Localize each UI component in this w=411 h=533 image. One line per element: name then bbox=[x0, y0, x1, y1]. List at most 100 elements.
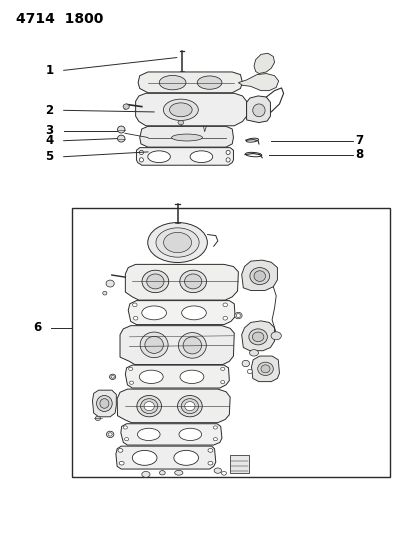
Ellipse shape bbox=[258, 362, 273, 376]
Polygon shape bbox=[238, 74, 279, 91]
Ellipse shape bbox=[133, 316, 138, 320]
Ellipse shape bbox=[214, 468, 222, 473]
Ellipse shape bbox=[147, 274, 164, 289]
Ellipse shape bbox=[236, 313, 240, 317]
Ellipse shape bbox=[235, 312, 242, 319]
Ellipse shape bbox=[142, 270, 169, 293]
Polygon shape bbox=[116, 446, 216, 469]
Ellipse shape bbox=[132, 450, 157, 465]
Ellipse shape bbox=[271, 332, 281, 340]
Ellipse shape bbox=[261, 365, 270, 373]
Ellipse shape bbox=[164, 99, 198, 120]
Ellipse shape bbox=[247, 369, 252, 374]
Ellipse shape bbox=[223, 303, 228, 307]
Ellipse shape bbox=[97, 395, 112, 411]
Ellipse shape bbox=[125, 438, 129, 441]
Ellipse shape bbox=[254, 271, 266, 281]
Ellipse shape bbox=[106, 431, 114, 438]
Ellipse shape bbox=[132, 303, 137, 307]
Ellipse shape bbox=[145, 336, 164, 353]
Text: 1: 1 bbox=[45, 64, 53, 77]
Polygon shape bbox=[117, 389, 230, 423]
Text: 5: 5 bbox=[45, 150, 53, 163]
Polygon shape bbox=[136, 148, 233, 165]
Ellipse shape bbox=[119, 461, 124, 465]
Ellipse shape bbox=[100, 399, 109, 408]
Polygon shape bbox=[242, 260, 277, 290]
Ellipse shape bbox=[106, 280, 114, 287]
Ellipse shape bbox=[140, 332, 168, 358]
Polygon shape bbox=[136, 93, 247, 126]
Ellipse shape bbox=[213, 438, 217, 441]
Text: 8: 8 bbox=[356, 148, 364, 161]
Polygon shape bbox=[128, 301, 235, 325]
Ellipse shape bbox=[183, 337, 202, 354]
Polygon shape bbox=[242, 321, 275, 351]
Ellipse shape bbox=[185, 402, 195, 410]
Ellipse shape bbox=[109, 374, 116, 379]
Ellipse shape bbox=[179, 429, 202, 440]
Ellipse shape bbox=[148, 151, 170, 163]
Ellipse shape bbox=[156, 228, 199, 257]
Ellipse shape bbox=[139, 158, 143, 162]
Text: 2: 2 bbox=[45, 104, 53, 117]
Ellipse shape bbox=[252, 332, 264, 342]
Polygon shape bbox=[121, 424, 222, 445]
Ellipse shape bbox=[142, 306, 166, 320]
Ellipse shape bbox=[95, 416, 100, 421]
Ellipse shape bbox=[164, 232, 192, 253]
Ellipse shape bbox=[226, 150, 230, 155]
Polygon shape bbox=[92, 390, 116, 417]
Ellipse shape bbox=[174, 450, 199, 465]
Ellipse shape bbox=[223, 316, 228, 320]
Polygon shape bbox=[254, 53, 275, 74]
Ellipse shape bbox=[250, 268, 270, 285]
Ellipse shape bbox=[144, 402, 154, 410]
Ellipse shape bbox=[182, 306, 206, 320]
Ellipse shape bbox=[197, 76, 222, 90]
Ellipse shape bbox=[123, 104, 129, 109]
Ellipse shape bbox=[137, 429, 160, 440]
Polygon shape bbox=[140, 126, 233, 147]
Ellipse shape bbox=[221, 367, 225, 370]
Ellipse shape bbox=[208, 449, 213, 452]
Ellipse shape bbox=[141, 399, 158, 414]
Polygon shape bbox=[120, 326, 234, 365]
Ellipse shape bbox=[178, 120, 184, 125]
Ellipse shape bbox=[142, 471, 150, 478]
Ellipse shape bbox=[129, 367, 133, 370]
Ellipse shape bbox=[178, 333, 206, 358]
Ellipse shape bbox=[222, 472, 226, 475]
Ellipse shape bbox=[159, 471, 165, 475]
Ellipse shape bbox=[139, 150, 143, 155]
Text: 4: 4 bbox=[45, 134, 53, 147]
Ellipse shape bbox=[123, 426, 127, 429]
Polygon shape bbox=[125, 365, 229, 388]
Ellipse shape bbox=[171, 134, 202, 141]
Polygon shape bbox=[252, 356, 279, 382]
Ellipse shape bbox=[129, 381, 134, 384]
Ellipse shape bbox=[226, 158, 230, 162]
Ellipse shape bbox=[139, 370, 163, 384]
Ellipse shape bbox=[103, 291, 107, 295]
Polygon shape bbox=[247, 96, 270, 123]
Ellipse shape bbox=[137, 395, 162, 417]
Ellipse shape bbox=[108, 433, 112, 436]
Ellipse shape bbox=[111, 375, 114, 378]
Ellipse shape bbox=[190, 151, 213, 163]
Text: 7: 7 bbox=[356, 134, 364, 147]
Ellipse shape bbox=[208, 461, 213, 465]
Bar bbox=[72, 208, 390, 477]
Ellipse shape bbox=[118, 135, 125, 142]
Ellipse shape bbox=[118, 449, 123, 452]
Text: 6: 6 bbox=[33, 321, 41, 334]
Ellipse shape bbox=[169, 103, 192, 117]
Polygon shape bbox=[138, 72, 242, 93]
Ellipse shape bbox=[148, 223, 208, 263]
Text: 4714  1800: 4714 1800 bbox=[16, 12, 104, 26]
Text: 3: 3 bbox=[45, 124, 53, 137]
Ellipse shape bbox=[118, 126, 125, 133]
Ellipse shape bbox=[159, 76, 186, 90]
Ellipse shape bbox=[180, 370, 204, 384]
Ellipse shape bbox=[253, 104, 265, 117]
